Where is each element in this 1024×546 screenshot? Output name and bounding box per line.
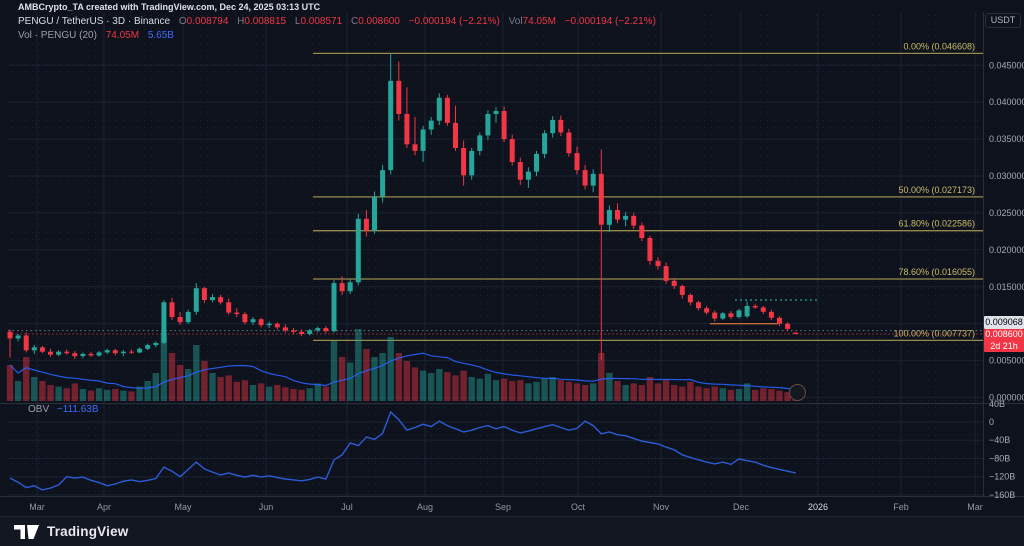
watermark-header: AMBCrypto_TA created with TradingView.co… [18,2,321,12]
svg-text:0.030000: 0.030000 [989,171,1024,181]
volume-ma-line [9,352,796,391]
volume-indicator-label[interactable]: Vol · PENGU (20) [18,30,97,41]
svg-text:0.040000: 0.040000 [989,97,1024,107]
svg-text:−80B: −80B [989,454,1010,464]
open-value: 0.008794 [186,16,229,27]
svg-text:40B: 40B [989,399,1005,409]
svg-text:Dec: Dec [733,502,750,512]
last-price-value: 0.008600 [985,329,1023,339]
usdt-currency-button[interactable]: USDT [985,13,1021,28]
tradingview-wordmark[interactable]: TradingView [47,524,129,539]
symbol-legend: PENGU / TetherUS · 3D · Binance O0.00879… [18,15,656,43]
close-value: 0.008600 [358,16,400,27]
svg-text:78.60% (0.016055): 78.60% (0.016055) [898,267,975,277]
obv-legend: OBV −111.63B [28,404,99,415]
chart-dot-grid [8,12,983,496]
vol-change-value: −0.000194 (−2.21%) [564,16,656,27]
tradingview-logo-icon[interactable] [14,523,40,541]
svg-text:0.000000: 0.000000 [989,393,1024,403]
svg-text:2026: 2026 [808,502,828,512]
fib-retracement[interactable]: 0.00% (0.046608) 50.00% (0.027173) 61.80% … [313,41,983,342]
close-label: C [350,16,359,27]
svg-text:Jun: Jun [259,502,274,512]
volume-indicator-value: 74.05M [105,30,140,41]
open-label: O [178,16,187,27]
volume-ma-value: 5.65B [147,30,174,41]
svg-text:−40B: −40B [989,435,1010,445]
svg-text:Nov: Nov [653,502,670,512]
symbol-logo-icon [789,384,806,401]
svg-text:Feb: Feb [893,502,909,512]
svg-text:−160B: −160B [989,490,1015,500]
svg-text:61.80% (0.022586): 61.80% (0.022586) [898,219,975,229]
change-value: −0.000194 (−2.21%) [408,16,500,27]
svg-text:Apr: Apr [97,502,111,512]
chart-canvas[interactable]: 0.00% (0.046608) 50.00% (0.027173) 61.80% … [0,0,1024,516]
low-label: L [294,16,301,27]
svg-text:0.035000: 0.035000 [989,134,1024,144]
obv-value: −111.63B [56,404,99,415]
svg-text:0: 0 [989,417,994,427]
svg-text:0.00% (0.046608): 0.00% (0.046608) [903,41,975,51]
svg-text:Mar: Mar [967,502,983,512]
svg-text:0.005000: 0.005000 [989,356,1024,366]
svg-text:0.025000: 0.025000 [989,208,1024,218]
high-value: 0.008815 [244,16,287,27]
svg-text:Sep: Sep [495,502,511,512]
last-price-badge: 0.008600 2d 21h [984,329,1024,352]
bottom-toolbar: TradingView [0,516,1024,546]
svg-text:100.00% (0.007737): 100.00% (0.007737) [893,328,975,338]
symbol-title[interactable]: PENGU / TetherUS · 3D · Binance [18,16,171,27]
svg-text:Jul: Jul [341,502,353,512]
low-value: 0.008571 [300,16,343,27]
candles [7,53,799,360]
grid-lines [8,12,983,496]
price-axis[interactable]: 0.045000 0.040000 0.035000 0.030000 0.025000… [989,60,1024,500]
volume-bars [6,329,799,401]
svg-text:Mar: Mar [29,502,45,512]
svg-text:−120B: −120B [989,472,1015,482]
bar-countdown: 2d 21h [990,340,1018,351]
svg-text:0.015000: 0.015000 [989,282,1024,292]
svg-text:Aug: Aug [417,502,433,512]
svg-text:0.020000: 0.020000 [989,245,1024,255]
vol-label: Vol [508,16,523,27]
hline-price-badge: 0.009068 [984,316,1024,329]
high-label: H [237,16,245,27]
svg-text:0.045000: 0.045000 [989,60,1024,70]
time-axis[interactable]: Mar Apr May Jun Jul Aug Sep Oct Nov Dec 2026 Feb Mar [29,502,983,512]
obv-line [9,410,796,491]
vol-value: 74.05M [522,16,556,27]
svg-text:50.00% (0.027173): 50.00% (0.027173) [898,185,975,195]
obv-label[interactable]: OBV [28,404,50,415]
svg-text:May: May [174,502,192,512]
svg-text:Oct: Oct [571,502,586,512]
